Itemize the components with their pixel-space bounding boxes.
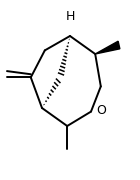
- Text: H: H: [65, 10, 75, 23]
- Text: O: O: [96, 104, 106, 117]
- Polygon shape: [95, 41, 120, 54]
